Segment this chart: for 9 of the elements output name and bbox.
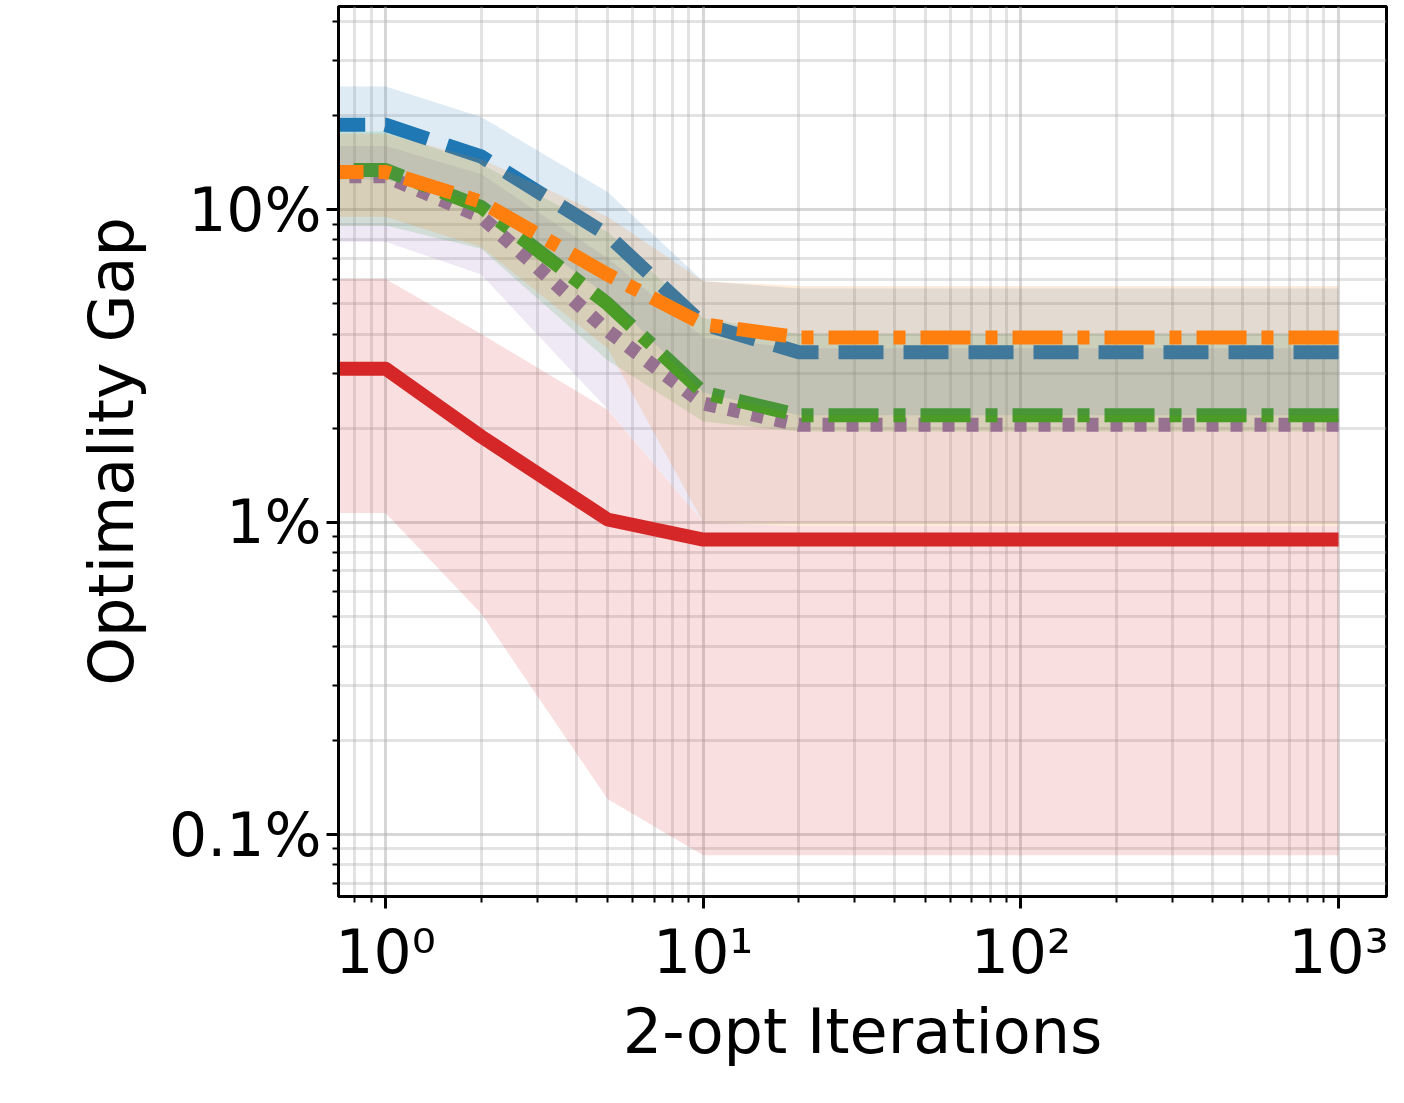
y-axis-title: Optimality Gap: [75, 217, 149, 686]
y-tick-label: 1%: [226, 487, 322, 558]
x-tick-label: 10⁰: [335, 916, 436, 987]
y-tick-label: 10%: [188, 174, 322, 245]
x-tick-label: 10¹: [653, 916, 754, 987]
x-tick-label: 10²: [970, 916, 1072, 987]
y-tick-label: 0.1%: [169, 799, 322, 870]
x-axis-title: 2-opt Iterations: [622, 994, 1103, 1068]
x-tick-label: 10³: [1288, 916, 1389, 987]
